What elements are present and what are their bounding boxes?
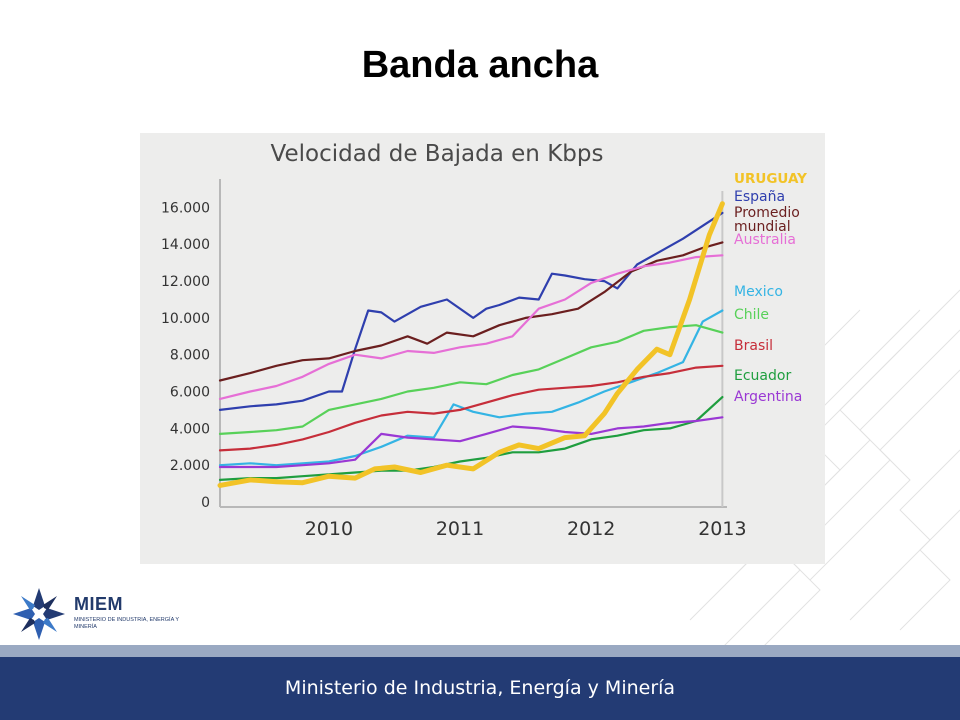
x-tick-label: 2013 [698,518,746,540]
series-line-chile [218,324,724,435]
y-tick-label: 4.000 [170,421,210,437]
x-tick-labels: 2010 2011 2012 2013 [305,518,747,540]
y-tick-label: 2.000 [170,458,210,474]
x-tick-label: 2010 [305,518,353,540]
x-tick-label: 2012 [567,518,615,540]
chart-svg: Velocidad de Bajada en Kbps 0 2.000 4.000 6… [161,141,807,540]
chart-panel: Velocidad de Bajada en Kbps 0 2.000 4.000 6… [140,133,825,564]
logo-name: MIEM [74,594,123,614]
y-tick-label: 8.000 [170,348,210,364]
series-line-australia [218,254,724,400]
footer-text: Ministerio de Industria, Energía y Miner… [284,677,676,699]
series-line-promedio-mundial [218,241,724,382]
series-label: mundial [734,219,791,235]
footer-strip [0,645,960,657]
series-label: Mexico [734,284,783,300]
series-lines [217,201,725,488]
x-tick-label: 2011 [436,518,484,540]
series-line-argentina [218,416,724,469]
series-line-brasil [218,364,724,452]
series-label: Argentina [734,389,802,405]
series-label: Ecuador [734,368,791,384]
series-label: Brasil [734,338,773,354]
series-line-ecuador [218,396,724,481]
series-label: Chile [734,307,769,323]
y-tick-label: 10.000 [161,311,210,327]
y-tick-label: 14.000 [161,237,210,253]
series-line-uruguay [217,201,725,488]
y-tick-labels: 0 2.000 4.000 6.000 8.000 10.000 12.000 14.000 1… [161,200,210,511]
chart-title: Velocidad de Bajada en Kbps [271,141,604,167]
miem-logo: MIEM MINISTERIO DE INDUSTRIA, ENERGÍA Y … [12,586,182,646]
footer-bar: Ministerio de Industria, Energía y Miner… [0,657,960,720]
series-label: España [734,189,785,205]
axes-layer [219,179,727,508]
logo-subtitle: MINISTERIO DE INDUSTRIA, ENERGÍA Y MINER… [74,617,179,630]
series-label: URUGUAY [734,171,807,187]
slide-title: Banda ancha [361,44,599,86]
series-label: Australia [734,232,796,248]
series-label: Promedio [734,205,800,221]
miem-star-icon [13,588,65,640]
y-tick-label: 16.000 [161,200,210,216]
y-tick-label: 12.000 [161,274,210,290]
y-tick-label: 6.000 [170,385,210,401]
y-tick-label: 0 [201,495,210,511]
